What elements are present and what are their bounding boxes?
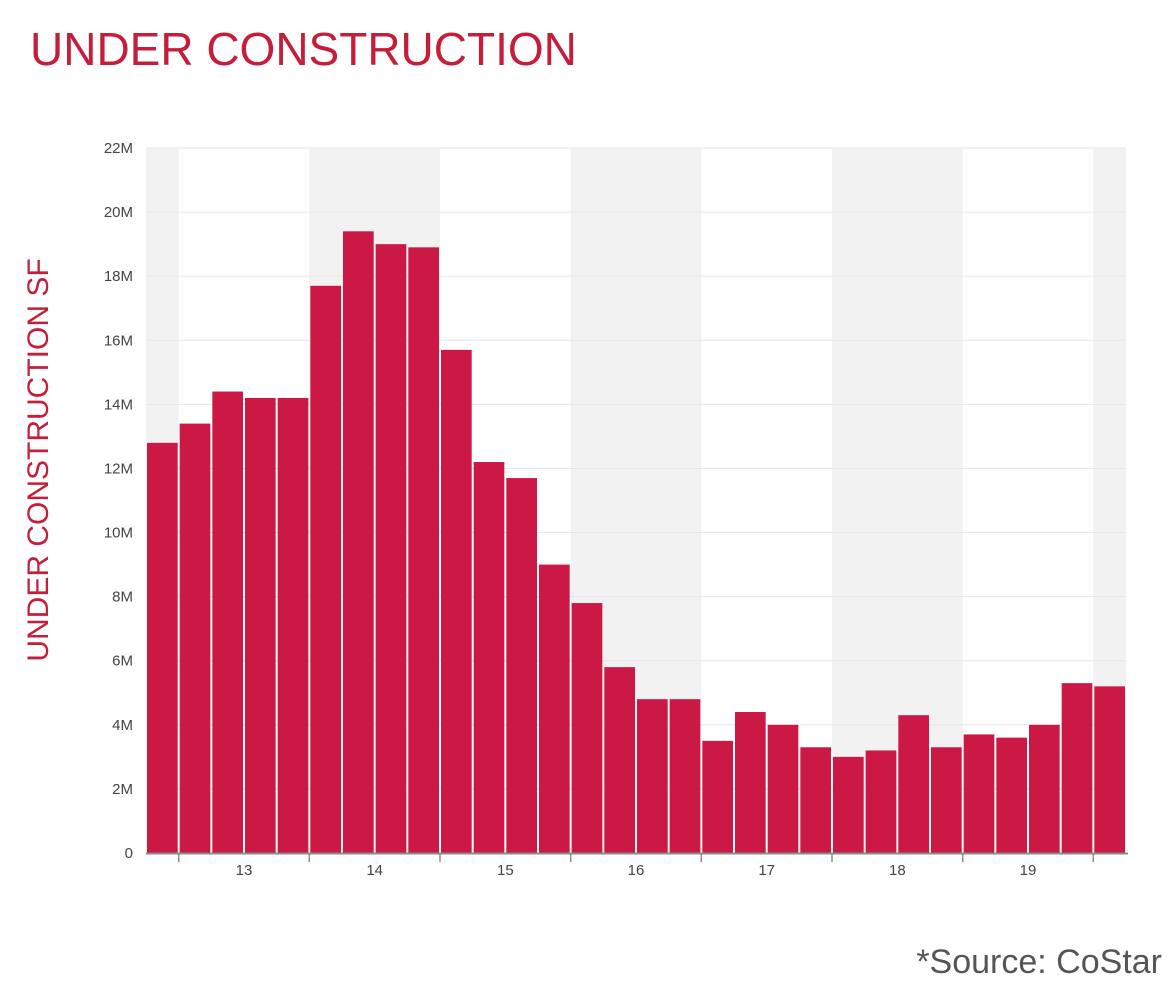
background-band [832, 148, 963, 853]
bar [865, 750, 897, 853]
bar [702, 740, 733, 853]
y-tick-label: 12M [104, 460, 133, 477]
bar [375, 244, 407, 854]
x-tick-labels: 13 14 15 16 17 18 19 [236, 862, 1037, 879]
x-tick-label: 15 [497, 862, 514, 879]
bar [506, 478, 537, 853]
bar [996, 737, 1027, 853]
y-tick-label: 16M [104, 332, 133, 349]
y-tick-label: 18M [104, 268, 133, 285]
bar [800, 747, 831, 853]
bar [310, 285, 341, 854]
bar [441, 349, 472, 853]
bar [637, 699, 668, 853]
bar [669, 699, 701, 853]
bar [833, 756, 864, 853]
source-note: *Source: CoStar [916, 943, 1162, 981]
x-tick-label: 16 [628, 862, 645, 879]
x-tick-label: 19 [1020, 862, 1037, 879]
gridlines [146, 147, 1126, 790]
bars [147, 231, 1125, 854]
bar [179, 423, 211, 853]
x-tick-label: 14 [366, 862, 383, 879]
bar [767, 724, 799, 853]
bar [147, 442, 178, 853]
y-tick-labels: 0 2M 4M 6M 8M 10M 12M 14M 16M 18M 20M 22M [104, 140, 133, 862]
bar [604, 667, 635, 853]
x-tick-label: 18 [889, 862, 906, 879]
y-tick-label: 4M [112, 717, 133, 734]
bar [735, 712, 766, 853]
page-title: UNDER CONSTRUCTION [30, 23, 577, 75]
x-tick-label: 13 [236, 862, 253, 879]
y-tick-label: 0 [125, 845, 133, 862]
y-tick-label: 10M [104, 525, 133, 542]
y-tick-label: 20M [104, 204, 133, 221]
bar [212, 391, 243, 853]
x-tick-label: 17 [758, 862, 775, 879]
bar [473, 462, 505, 853]
y-tick-label: 22M [104, 140, 133, 157]
y-tick-label: 8M [112, 589, 133, 606]
y-tick-label: 14M [104, 396, 133, 413]
bar [539, 564, 570, 853]
bar [277, 397, 309, 853]
bar [963, 734, 995, 853]
y-tick-label: 2M [112, 781, 133, 798]
bar [1061, 683, 1093, 853]
axes [146, 852, 1128, 862]
bar [1029, 724, 1060, 853]
bar [571, 603, 603, 853]
bar [898, 715, 929, 853]
bar [408, 247, 439, 853]
bar [343, 231, 374, 853]
bar [245, 397, 276, 853]
bar [931, 747, 962, 853]
y-tick-label: 6M [112, 653, 133, 670]
bar [1094, 686, 1125, 853]
